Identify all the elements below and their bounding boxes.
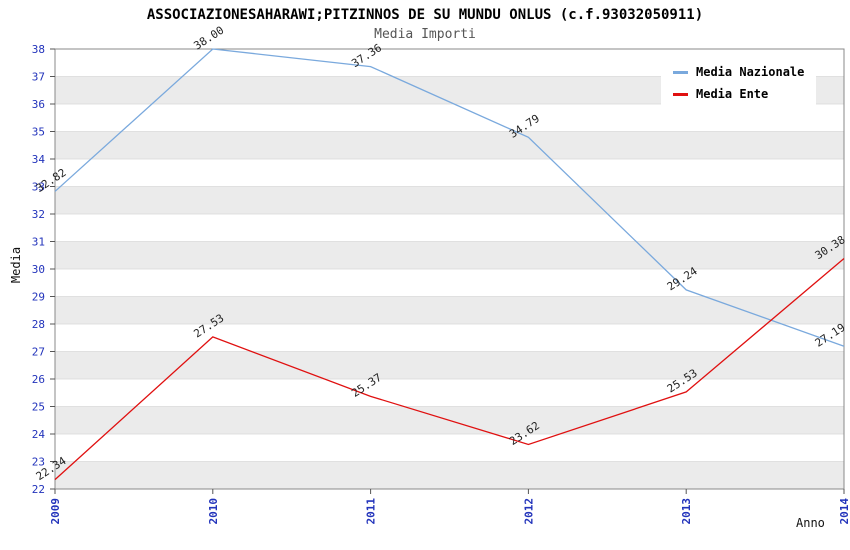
plot-band <box>55 186 844 214</box>
legend: Media Nazionale Media Ente <box>661 56 817 110</box>
series-line-media-nazionale <box>54 48 845 347</box>
y-tick-label: 31 <box>32 236 45 249</box>
legend-line-sample-blue <box>673 70 688 74</box>
x-tick-label: 2009 <box>49 498 62 525</box>
y-tick-label: 30 <box>32 263 45 276</box>
legend-item-media-ente: Media Ente <box>673 87 804 101</box>
plot-band <box>55 131 844 159</box>
plot-band <box>55 296 844 324</box>
y-tick-label: 37 <box>32 71 45 84</box>
y-tick-label: 27 <box>32 346 45 359</box>
y-tick-label: 34 <box>32 153 46 166</box>
y-tick-label: 24 <box>32 428 46 441</box>
y-tick-label: 35 <box>32 126 45 139</box>
chart-subtitle: Media Importi <box>374 27 476 42</box>
plot-band <box>55 461 844 489</box>
x-tick-label: 2011 <box>365 498 378 525</box>
plot-band <box>55 351 844 379</box>
x-tick-label: 2010 <box>207 498 220 525</box>
y-tick-label: 22 <box>32 483 45 496</box>
chart-title: ASSOCIAZIONESAHARAWI;PITZINNOS DE SU MUN… <box>146 7 704 23</box>
series-line-media-ente <box>54 258 845 481</box>
y-tick-label: 29 <box>32 291 45 304</box>
y-axis-title: Media <box>9 246 23 284</box>
legend-item-media-nazionale: Media Nazionale <box>673 65 804 79</box>
x-tick-label: 2014 <box>838 498 850 525</box>
y-tick-label: 38 <box>32 43 45 56</box>
y-tick-label: 28 <box>32 318 45 331</box>
y-tick-label: 32 <box>32 208 45 221</box>
y-tick-label: 26 <box>32 373 45 386</box>
legend-line-sample-red <box>673 92 688 96</box>
y-tick-label: 23 <box>32 456 45 469</box>
y-tick-label: 36 <box>32 98 45 111</box>
x-tick-label: 2012 <box>522 498 535 525</box>
x-tick-label: 2013 <box>680 498 693 525</box>
y-tick-label: 33 <box>32 181 45 194</box>
x-axis-title: Anno <box>796 516 825 530</box>
y-tick-label: 25 <box>32 401 45 414</box>
legend-label-media-ente: Media Ente <box>696 87 769 101</box>
plot-band <box>55 241 844 269</box>
legend-label-media-nazionale: Media Nazionale <box>696 65 805 79</box>
